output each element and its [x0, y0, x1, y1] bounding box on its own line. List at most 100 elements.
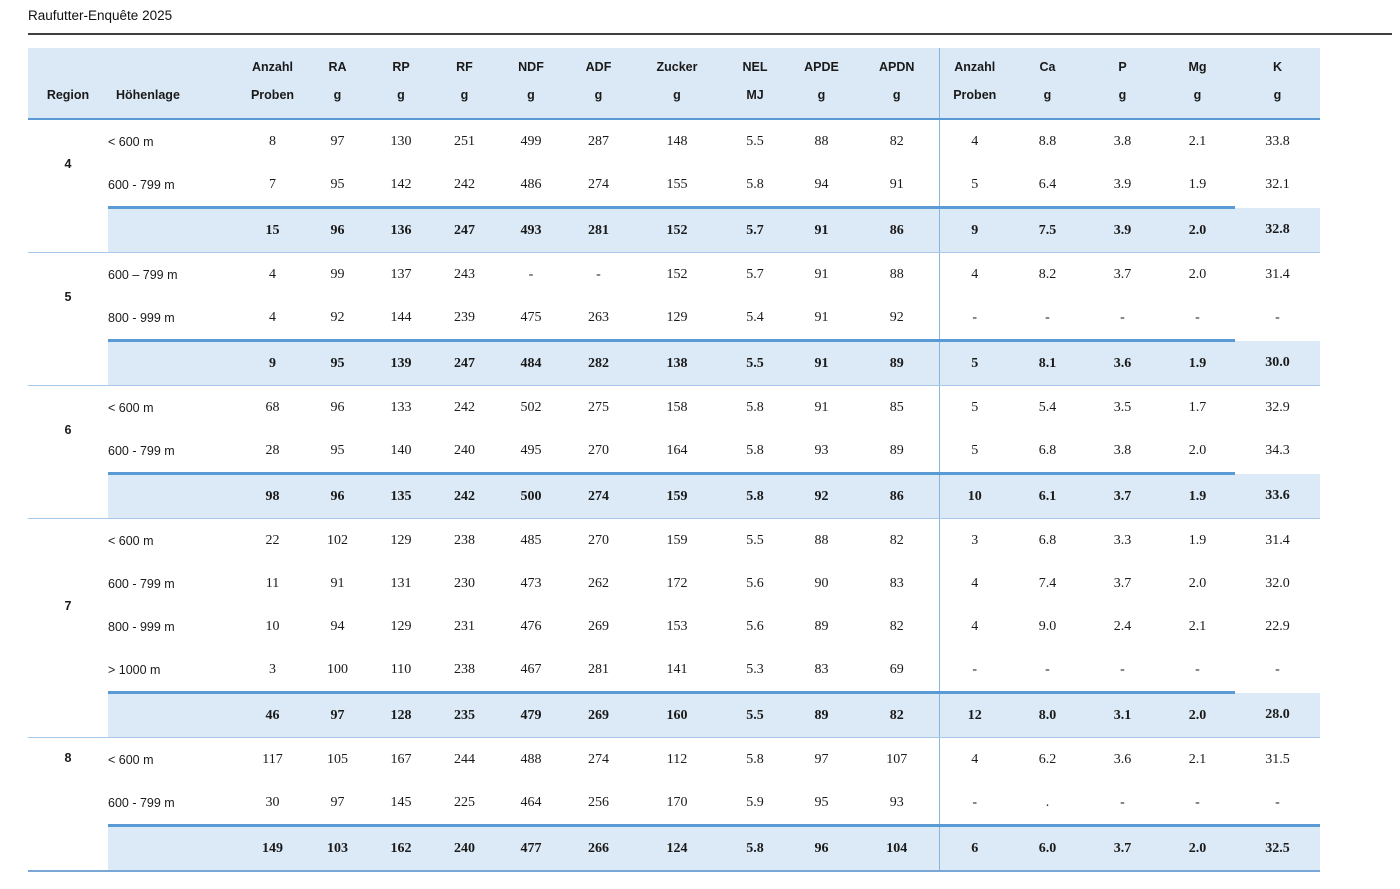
table-cell: 3.8: [1085, 119, 1160, 163]
table-cell: 130: [370, 119, 432, 163]
table-cell: 4: [240, 252, 305, 296]
table-cell: 94: [788, 163, 855, 208]
table-cell: 28: [240, 429, 305, 474]
table-cell: 242: [432, 385, 497, 429]
table-cell: 476: [497, 605, 565, 648]
total-cell: 5: [938, 339, 1010, 386]
table-cell: 5.4: [722, 296, 788, 341]
table-cell: 499: [497, 119, 565, 163]
table-cell: 4: [938, 737, 1010, 781]
total-cell: 160: [632, 691, 722, 738]
table-cell: 95: [305, 429, 370, 474]
table-cell: 281: [565, 648, 632, 693]
altitude-cell: < 600 m: [108, 119, 240, 163]
table-cell: 3.6: [1085, 737, 1160, 781]
total-cell: 3.7: [1085, 824, 1160, 872]
table-cell: 243: [432, 252, 497, 296]
total-cell: 89: [788, 691, 855, 738]
table-cell: 129: [370, 518, 432, 562]
table-cell: 242: [432, 163, 497, 208]
table-cell: 5.6: [722, 605, 788, 648]
table-cell: 88: [788, 518, 855, 562]
table-cell: 144: [370, 296, 432, 341]
table-cell: -: [938, 648, 1010, 693]
table-cell: 4: [240, 296, 305, 341]
table-cell: .: [1010, 781, 1085, 826]
table-cell: 3.7: [1085, 562, 1160, 605]
table-cell: 88: [788, 119, 855, 163]
total-cell: 247: [432, 339, 497, 386]
total-cell: 274: [565, 472, 632, 519]
table-cell: 5.7: [722, 252, 788, 296]
total-cell: 124: [632, 824, 722, 872]
col-header-anzahl2: Anzahl Proben: [938, 48, 1010, 120]
total-cell: 82: [855, 691, 939, 738]
region-label: 7: [28, 518, 108, 693]
col-header-ra: RA g: [305, 48, 370, 120]
table-cell: 97: [305, 119, 370, 163]
table-cell: 95: [788, 781, 855, 826]
table-cell: 159: [632, 518, 722, 562]
table-cell: 238: [432, 518, 497, 562]
total-cell: 95: [305, 339, 370, 386]
table-cell: 105: [305, 737, 370, 781]
altitude-cell: 800 - 999 m: [108, 605, 240, 648]
total-cell: 152: [632, 206, 722, 253]
table-cell: 274: [565, 737, 632, 781]
region-label: 6: [28, 385, 108, 474]
raufutter-table: Region Höhenlage Anzahl Proben RA g RP g RF g NDF g…: [28, 48, 1320, 872]
table-cell: 88: [855, 252, 939, 296]
table-cell: -: [1160, 296, 1235, 341]
table-cell: 3.3: [1085, 518, 1160, 562]
total-cell: 139: [370, 339, 432, 386]
table-cell: 5.9: [722, 781, 788, 826]
total-cell: 8.0: [1010, 691, 1085, 738]
total-cell: 32.5: [1235, 824, 1320, 872]
total-cell: 477: [497, 824, 565, 872]
table-cell: -: [938, 296, 1010, 341]
table-cell: 137: [370, 252, 432, 296]
table-cell: 30: [240, 781, 305, 826]
table-cell: 96: [305, 385, 370, 429]
total-cell: 91: [788, 339, 855, 386]
total-cell: 97: [305, 691, 370, 738]
table-cell: 91: [788, 385, 855, 429]
table-cell: 5: [938, 429, 1010, 474]
table-cell: 6.8: [1010, 518, 1085, 562]
table-cell: 145: [370, 781, 432, 826]
col-header-apdn: APDN g: [855, 48, 939, 120]
table-cell: 4: [938, 252, 1010, 296]
table-cell: 91: [305, 562, 370, 605]
table-cell: -: [1085, 781, 1160, 826]
total-cell: 10: [938, 472, 1010, 519]
altitude-cell: 600 - 799 m: [108, 562, 240, 605]
table-cell: 83: [855, 562, 939, 605]
altitude-cell: 600 – 799 m: [108, 252, 240, 296]
table-cell: 3.5: [1085, 385, 1160, 429]
table-cell: 225: [432, 781, 497, 826]
table-cell: 239: [432, 296, 497, 341]
table-cell: -: [1085, 648, 1160, 693]
total-spacer-cell: [108, 824, 240, 872]
total-cell: 86: [855, 206, 939, 253]
altitude-cell: 800 - 999 m: [108, 296, 240, 341]
region-empty-cell: [28, 207, 108, 253]
total-cell: 282: [565, 339, 632, 386]
table-cell: 34.3: [1235, 429, 1320, 474]
total-cell: 96: [305, 206, 370, 253]
table-cell: -: [1235, 296, 1320, 341]
total-cell: 135: [370, 472, 432, 519]
col-header-rp: RP g: [370, 48, 432, 120]
table-cell: 133: [370, 385, 432, 429]
total-spacer-cell: [108, 339, 240, 386]
table-cell: 3.9: [1085, 163, 1160, 208]
table-cell: 148: [632, 119, 722, 163]
table-cell: 251: [432, 119, 497, 163]
total-cell: 269: [565, 691, 632, 738]
table-cell: 107: [855, 737, 939, 781]
table-cell: 5.5: [722, 518, 788, 562]
table-cell: 2.0: [1160, 562, 1235, 605]
table-cell: 31.4: [1235, 518, 1320, 562]
total-cell: 136: [370, 206, 432, 253]
table-cell: -: [1010, 296, 1085, 341]
